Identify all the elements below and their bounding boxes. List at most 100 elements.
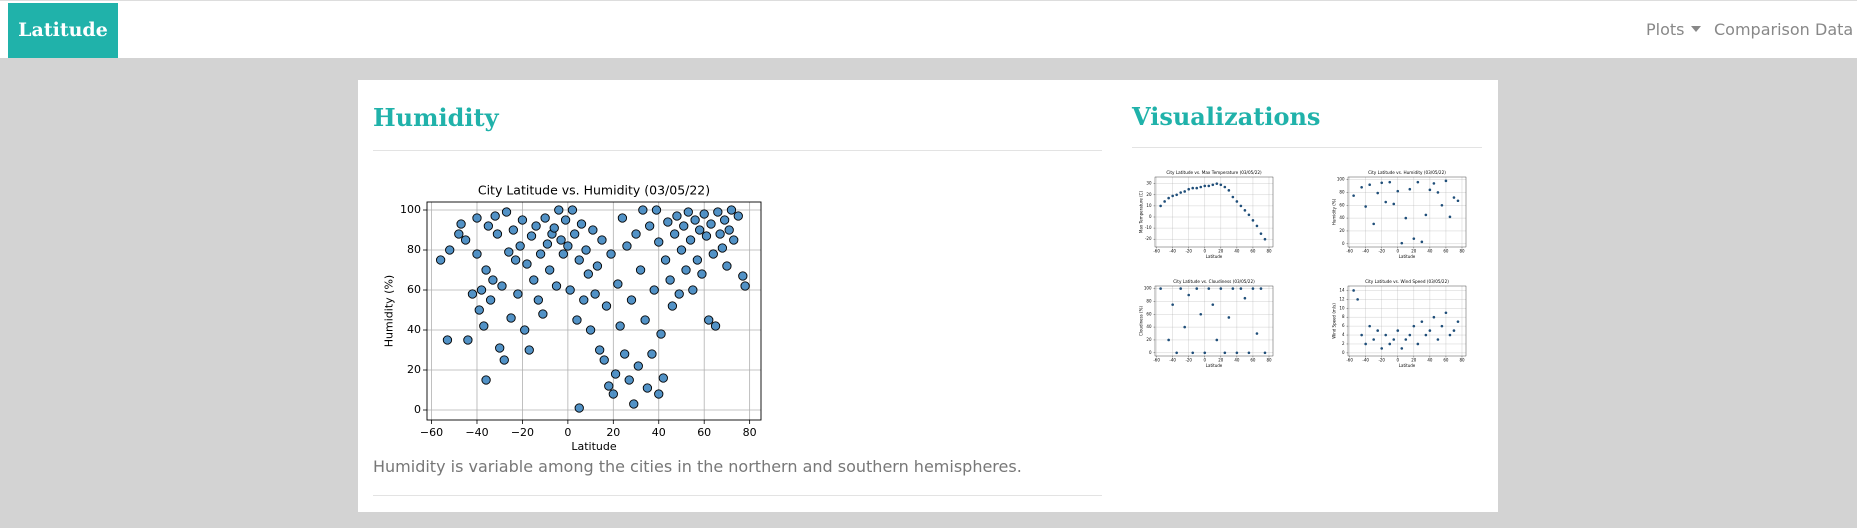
point — [1231, 287, 1235, 290]
plot-area — [1155, 286, 1273, 356]
thumbnail-chart[interactable]: -60 -40 -20 0 20 40 60 80 0 20 40 60 80 100 City Latit… — [1133, 278, 1278, 370]
plot-area — [1348, 177, 1466, 247]
point — [590, 289, 600, 299]
point — [1251, 219, 1255, 222]
point — [563, 241, 573, 251]
point — [526, 231, 537, 241]
point — [517, 215, 528, 225]
x-tick-label: 40 — [1427, 249, 1433, 254]
nav-link[interactable]: Data — [1815, 20, 1854, 39]
point — [601, 301, 612, 311]
point — [617, 213, 628, 223]
x-tick-label: 60 — [1250, 249, 1256, 254]
y-tick-label: 60 — [1146, 311, 1152, 316]
x-tick-label: 80 — [743, 426, 757, 439]
point — [1187, 187, 1191, 191]
x-tick-label: 80 — [1266, 249, 1272, 254]
y-tick-label: 0 — [1342, 241, 1345, 246]
y-tick-label: 20 — [1146, 337, 1152, 342]
x-tick-label: -60 — [1346, 249, 1353, 254]
point — [1404, 216, 1408, 220]
point — [1187, 293, 1191, 297]
point — [529, 275, 539, 285]
x-tick-label: -20 — [1185, 249, 1192, 254]
point — [629, 399, 639, 409]
point — [719, 215, 730, 225]
y-tick-label: 100 — [1144, 286, 1152, 291]
point — [1456, 320, 1460, 323]
point — [576, 219, 587, 229]
point — [508, 225, 518, 235]
point — [583, 269, 593, 279]
point — [597, 235, 607, 245]
point — [1235, 351, 1239, 355]
x-tick-label: 20 — [1411, 249, 1417, 254]
point — [1388, 342, 1392, 346]
point — [510, 255, 521, 265]
point — [538, 309, 548, 319]
point — [672, 211, 682, 221]
point — [704, 315, 714, 325]
point — [701, 231, 712, 241]
thumbnail-chart[interactable]: -60 -40 -20 0 20 40 60 80 0 2 4 6 8 10 12 14 City Latitu… — [1326, 278, 1471, 370]
y-tick-label: 100 — [1337, 177, 1345, 182]
x-tick-label: -40 — [1362, 249, 1369, 254]
x-tick-label: 60 — [1443, 358, 1449, 363]
point — [654, 389, 664, 399]
point — [542, 239, 553, 249]
y-tick-label: -10 — [1145, 225, 1152, 230]
point — [1372, 222, 1375, 226]
x-tick-label: 20 — [606, 426, 620, 439]
thumbnail-chart[interactable]: -60 -40 -20 0 20 40 60 80 -20 -10 0 10 20 30 City Lati… — [1133, 169, 1278, 261]
y-tick-label: 20 — [1146, 192, 1152, 197]
point — [1167, 196, 1170, 200]
point — [1163, 200, 1166, 203]
point — [626, 295, 637, 305]
y-tick-label: 20 — [1339, 228, 1345, 233]
point — [674, 289, 684, 299]
point — [1404, 338, 1408, 341]
heading: Visualizations — [1132, 102, 1321, 131]
point — [620, 349, 630, 359]
point — [1412, 237, 1416, 240]
point — [1392, 202, 1396, 206]
point — [1440, 203, 1444, 207]
plot-frame — [1347, 176, 1467, 248]
nav-link[interactable]: Plots — [1646, 20, 1685, 39]
point — [1223, 185, 1227, 189]
point — [574, 255, 584, 265]
point — [1239, 287, 1243, 290]
point — [1400, 241, 1404, 245]
point — [679, 221, 689, 231]
point — [545, 265, 555, 275]
x-axis-label: Latitude — [1399, 363, 1416, 368]
y-tick-label: 10 — [1146, 203, 1152, 208]
point — [676, 245, 687, 255]
point — [476, 285, 487, 295]
point — [497, 281, 507, 291]
point — [670, 229, 680, 239]
y-tick-label: 30 — [1146, 181, 1152, 186]
point — [1456, 199, 1460, 203]
point — [535, 249, 546, 259]
y-tick-label: 60 — [1339, 202, 1345, 207]
point — [1191, 351, 1195, 355]
plot-frame — [1347, 285, 1467, 357]
x-tick-label: 80 — [1266, 358, 1272, 363]
point — [651, 205, 662, 215]
point — [1364, 205, 1367, 208]
y-axis-label: Humidity (%) — [1331, 198, 1336, 225]
nav-link[interactable]: Comparison — [1714, 20, 1810, 39]
brand[interactable]: Latitude — [8, 3, 118, 58]
point — [710, 321, 721, 331]
x-tick-label: -20 — [1378, 249, 1385, 254]
point — [1211, 303, 1215, 306]
point — [467, 289, 478, 299]
point — [472, 249, 482, 259]
caret — [1690, 26, 1701, 32]
caption: Humidity is variable among the cities in… — [373, 457, 1022, 476]
thumbnail-chart[interactable]: -60 -40 -20 0 20 40 60 80 0 20 40 60 80 100 City Latit… — [1326, 169, 1471, 261]
x-tick-label: -60 — [1153, 249, 1160, 254]
nav-plots[interactable]: Plots — [1646, 20, 1701, 39]
point — [1364, 342, 1367, 346]
